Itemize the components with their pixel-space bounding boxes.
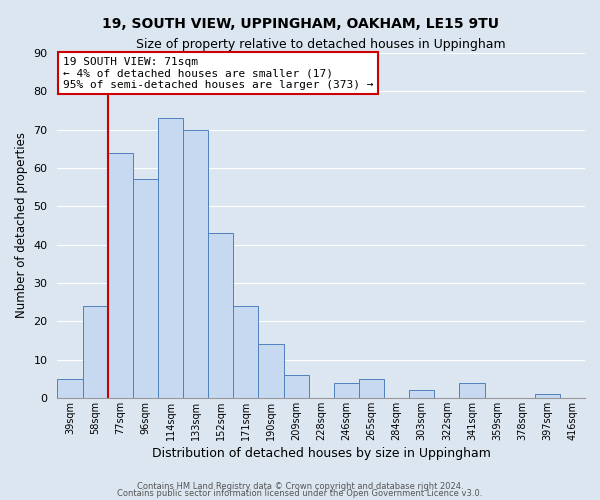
Bar — [208, 233, 233, 398]
Bar — [183, 130, 208, 398]
Bar — [107, 152, 133, 398]
Title: Size of property relative to detached houses in Uppingham: Size of property relative to detached ho… — [136, 38, 506, 51]
Y-axis label: Number of detached properties: Number of detached properties — [15, 132, 28, 318]
Bar — [535, 394, 560, 398]
Bar — [158, 118, 183, 398]
Bar — [133, 180, 158, 398]
Bar — [284, 375, 308, 398]
Bar — [334, 382, 359, 398]
Bar — [460, 382, 485, 398]
X-axis label: Distribution of detached houses by size in Uppingham: Distribution of detached houses by size … — [152, 447, 491, 460]
Bar — [259, 344, 284, 398]
Text: 19, SOUTH VIEW, UPPINGHAM, OAKHAM, LE15 9TU: 19, SOUTH VIEW, UPPINGHAM, OAKHAM, LE15 … — [101, 18, 499, 32]
Text: Contains public sector information licensed under the Open Government Licence v3: Contains public sector information licen… — [118, 490, 482, 498]
Bar — [233, 306, 259, 398]
Bar — [359, 378, 384, 398]
Bar — [58, 378, 83, 398]
Text: Contains HM Land Registry data © Crown copyright and database right 2024.: Contains HM Land Registry data © Crown c… — [137, 482, 463, 491]
Bar — [83, 306, 107, 398]
Bar — [409, 390, 434, 398]
Text: 19 SOUTH VIEW: 71sqm
← 4% of detached houses are smaller (17)
95% of semi-detach: 19 SOUTH VIEW: 71sqm ← 4% of detached ho… — [62, 56, 373, 90]
